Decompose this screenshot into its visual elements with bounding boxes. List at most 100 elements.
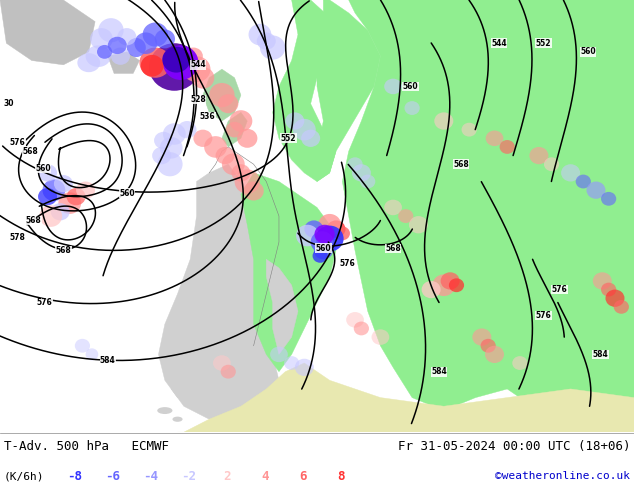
Ellipse shape — [257, 32, 276, 49]
Ellipse shape — [178, 121, 197, 138]
Ellipse shape — [284, 356, 299, 370]
Text: 584: 584 — [593, 350, 609, 359]
Text: 560: 560 — [35, 164, 51, 173]
Polygon shape — [241, 173, 336, 372]
Ellipse shape — [184, 48, 203, 65]
Ellipse shape — [422, 281, 441, 298]
Ellipse shape — [209, 83, 235, 107]
Ellipse shape — [67, 188, 86, 205]
Ellipse shape — [500, 140, 515, 154]
Text: 560: 560 — [403, 82, 418, 91]
Ellipse shape — [304, 220, 323, 238]
Ellipse shape — [127, 38, 146, 57]
Ellipse shape — [586, 181, 605, 199]
Ellipse shape — [486, 130, 503, 146]
Text: 578: 578 — [10, 233, 25, 242]
Ellipse shape — [462, 122, 477, 137]
Ellipse shape — [134, 32, 157, 54]
Text: 8: 8 — [337, 469, 345, 483]
Ellipse shape — [293, 119, 316, 141]
Ellipse shape — [512, 356, 527, 370]
Ellipse shape — [231, 164, 250, 181]
Text: 568: 568 — [25, 216, 41, 225]
Ellipse shape — [354, 321, 369, 335]
Ellipse shape — [163, 123, 186, 145]
Ellipse shape — [434, 112, 453, 130]
Ellipse shape — [593, 272, 612, 290]
Text: ©weatheronline.co.uk: ©weatheronline.co.uk — [495, 471, 630, 481]
Ellipse shape — [347, 157, 363, 171]
Ellipse shape — [398, 209, 413, 223]
Ellipse shape — [295, 359, 314, 376]
Ellipse shape — [77, 53, 100, 72]
Polygon shape — [342, 0, 634, 432]
Polygon shape — [203, 69, 241, 121]
Text: -6: -6 — [105, 469, 120, 483]
Ellipse shape — [352, 164, 371, 181]
Text: Fr 31-05-2024 00:00 UTC (18+06): Fr 31-05-2024 00:00 UTC (18+06) — [398, 440, 630, 453]
Text: 584: 584 — [431, 367, 447, 376]
Ellipse shape — [204, 136, 227, 158]
Text: 568: 568 — [56, 246, 71, 255]
Polygon shape — [266, 259, 298, 354]
Ellipse shape — [149, 43, 200, 91]
Ellipse shape — [157, 152, 183, 176]
Ellipse shape — [441, 272, 460, 290]
Ellipse shape — [472, 328, 491, 346]
Ellipse shape — [243, 181, 264, 200]
Ellipse shape — [213, 355, 231, 371]
Ellipse shape — [183, 56, 210, 82]
Ellipse shape — [86, 348, 98, 361]
Ellipse shape — [86, 46, 111, 67]
Ellipse shape — [51, 203, 70, 220]
Ellipse shape — [139, 48, 171, 78]
Ellipse shape — [544, 157, 559, 171]
Polygon shape — [0, 0, 95, 65]
Text: 560: 560 — [316, 244, 331, 252]
Polygon shape — [273, 0, 342, 181]
Ellipse shape — [285, 112, 304, 130]
Ellipse shape — [42, 179, 65, 201]
Ellipse shape — [58, 192, 81, 214]
Text: 576: 576 — [10, 138, 25, 147]
Ellipse shape — [221, 365, 236, 379]
Ellipse shape — [143, 23, 168, 47]
Ellipse shape — [249, 24, 271, 46]
Ellipse shape — [576, 174, 591, 189]
Ellipse shape — [39, 205, 62, 227]
Ellipse shape — [237, 129, 257, 148]
Ellipse shape — [154, 132, 173, 149]
Ellipse shape — [111, 48, 130, 65]
Text: 30: 30 — [3, 99, 14, 108]
Ellipse shape — [318, 214, 341, 236]
Text: 576: 576 — [37, 298, 52, 307]
Ellipse shape — [155, 29, 175, 49]
Ellipse shape — [346, 312, 364, 328]
Text: -4: -4 — [143, 469, 158, 483]
Text: 552: 552 — [536, 39, 551, 48]
Polygon shape — [178, 363, 634, 432]
Ellipse shape — [335, 226, 350, 240]
Polygon shape — [222, 112, 247, 147]
Ellipse shape — [90, 28, 113, 49]
Text: 584: 584 — [100, 356, 115, 366]
Text: 568: 568 — [385, 244, 401, 253]
Text: 560: 560 — [580, 48, 596, 56]
Ellipse shape — [301, 130, 320, 147]
Ellipse shape — [404, 101, 420, 115]
Ellipse shape — [54, 175, 73, 192]
Ellipse shape — [163, 46, 198, 80]
Ellipse shape — [216, 147, 235, 164]
Ellipse shape — [260, 35, 285, 60]
Ellipse shape — [97, 45, 112, 59]
Ellipse shape — [75, 339, 90, 353]
Ellipse shape — [485, 346, 504, 363]
Text: 528: 528 — [190, 95, 206, 104]
Text: -8: -8 — [67, 469, 82, 483]
Ellipse shape — [311, 231, 333, 253]
Text: 576: 576 — [536, 311, 552, 320]
Ellipse shape — [152, 147, 171, 164]
Ellipse shape — [162, 47, 190, 73]
Text: 568: 568 — [22, 147, 38, 156]
Ellipse shape — [270, 346, 288, 362]
